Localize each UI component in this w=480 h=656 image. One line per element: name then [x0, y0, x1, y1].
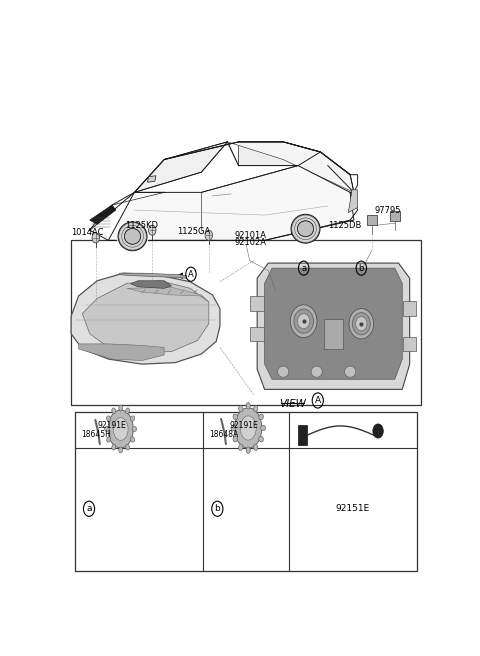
- Ellipse shape: [233, 414, 238, 420]
- Text: 1125KD: 1125KD: [125, 220, 158, 230]
- Ellipse shape: [291, 215, 320, 243]
- FancyBboxPatch shape: [390, 211, 400, 221]
- Polygon shape: [134, 142, 228, 192]
- Ellipse shape: [352, 313, 371, 335]
- Polygon shape: [257, 263, 410, 390]
- Text: a: a: [301, 264, 306, 273]
- Ellipse shape: [349, 308, 373, 339]
- Polygon shape: [164, 142, 354, 192]
- Ellipse shape: [118, 222, 147, 251]
- Ellipse shape: [132, 426, 137, 432]
- Text: VIEW: VIEW: [279, 400, 306, 409]
- Text: b: b: [215, 504, 220, 513]
- Ellipse shape: [113, 418, 128, 440]
- Ellipse shape: [126, 444, 130, 450]
- Text: a: a: [86, 504, 92, 513]
- Ellipse shape: [233, 436, 238, 442]
- Ellipse shape: [239, 405, 243, 412]
- Polygon shape: [83, 281, 209, 353]
- Ellipse shape: [277, 366, 289, 377]
- Ellipse shape: [231, 425, 236, 431]
- Polygon shape: [264, 268, 402, 379]
- Ellipse shape: [290, 305, 317, 338]
- Polygon shape: [348, 190, 358, 213]
- Ellipse shape: [119, 405, 122, 411]
- Text: 92101A: 92101A: [235, 231, 267, 240]
- Ellipse shape: [297, 221, 314, 237]
- Text: A: A: [315, 396, 321, 405]
- Circle shape: [92, 233, 99, 243]
- Ellipse shape: [119, 447, 122, 453]
- Ellipse shape: [105, 426, 109, 432]
- Polygon shape: [108, 165, 354, 240]
- Polygon shape: [321, 152, 354, 192]
- Text: 92191E: 92191E: [98, 421, 126, 430]
- Ellipse shape: [246, 447, 250, 453]
- Polygon shape: [115, 234, 150, 248]
- Text: A: A: [188, 270, 194, 279]
- Text: 18645H: 18645H: [82, 430, 111, 439]
- Polygon shape: [147, 176, 156, 182]
- Ellipse shape: [253, 405, 258, 412]
- Circle shape: [205, 230, 213, 240]
- Ellipse shape: [107, 437, 111, 442]
- Ellipse shape: [253, 444, 258, 451]
- Ellipse shape: [259, 414, 264, 420]
- Polygon shape: [90, 205, 116, 224]
- Ellipse shape: [112, 408, 116, 414]
- Text: 1125GA: 1125GA: [177, 227, 210, 236]
- Text: 1125DB: 1125DB: [328, 220, 361, 230]
- Ellipse shape: [259, 436, 264, 442]
- Ellipse shape: [345, 366, 356, 377]
- Ellipse shape: [239, 444, 243, 451]
- Text: 1014AC: 1014AC: [71, 228, 104, 237]
- Ellipse shape: [356, 317, 367, 331]
- Ellipse shape: [240, 416, 256, 440]
- Ellipse shape: [311, 366, 322, 377]
- Ellipse shape: [261, 425, 265, 431]
- Polygon shape: [127, 287, 209, 302]
- Text: 92191E: 92191E: [229, 421, 258, 430]
- Ellipse shape: [298, 314, 310, 329]
- Ellipse shape: [108, 410, 133, 448]
- Polygon shape: [71, 273, 220, 364]
- FancyBboxPatch shape: [71, 240, 421, 405]
- FancyBboxPatch shape: [403, 337, 416, 351]
- Text: 92151E: 92151E: [336, 504, 370, 513]
- Ellipse shape: [107, 416, 111, 421]
- Ellipse shape: [126, 408, 130, 414]
- Polygon shape: [79, 344, 164, 361]
- Text: 18648A: 18648A: [209, 430, 238, 439]
- FancyBboxPatch shape: [75, 412, 417, 571]
- Polygon shape: [239, 142, 321, 165]
- FancyBboxPatch shape: [367, 215, 377, 225]
- Ellipse shape: [294, 309, 313, 333]
- FancyBboxPatch shape: [251, 297, 264, 310]
- FancyBboxPatch shape: [403, 302, 416, 316]
- Ellipse shape: [235, 408, 262, 448]
- Circle shape: [148, 225, 156, 236]
- Text: 97795: 97795: [374, 205, 401, 215]
- Ellipse shape: [112, 444, 116, 450]
- Text: 92102A: 92102A: [235, 238, 267, 247]
- Circle shape: [373, 424, 383, 438]
- Ellipse shape: [246, 403, 250, 409]
- Ellipse shape: [131, 416, 135, 421]
- Ellipse shape: [131, 437, 135, 442]
- FancyBboxPatch shape: [299, 425, 307, 445]
- Polygon shape: [120, 273, 186, 278]
- FancyBboxPatch shape: [251, 327, 264, 341]
- FancyBboxPatch shape: [324, 319, 343, 349]
- Text: b: b: [359, 264, 364, 273]
- Ellipse shape: [124, 228, 141, 244]
- Polygon shape: [131, 281, 172, 289]
